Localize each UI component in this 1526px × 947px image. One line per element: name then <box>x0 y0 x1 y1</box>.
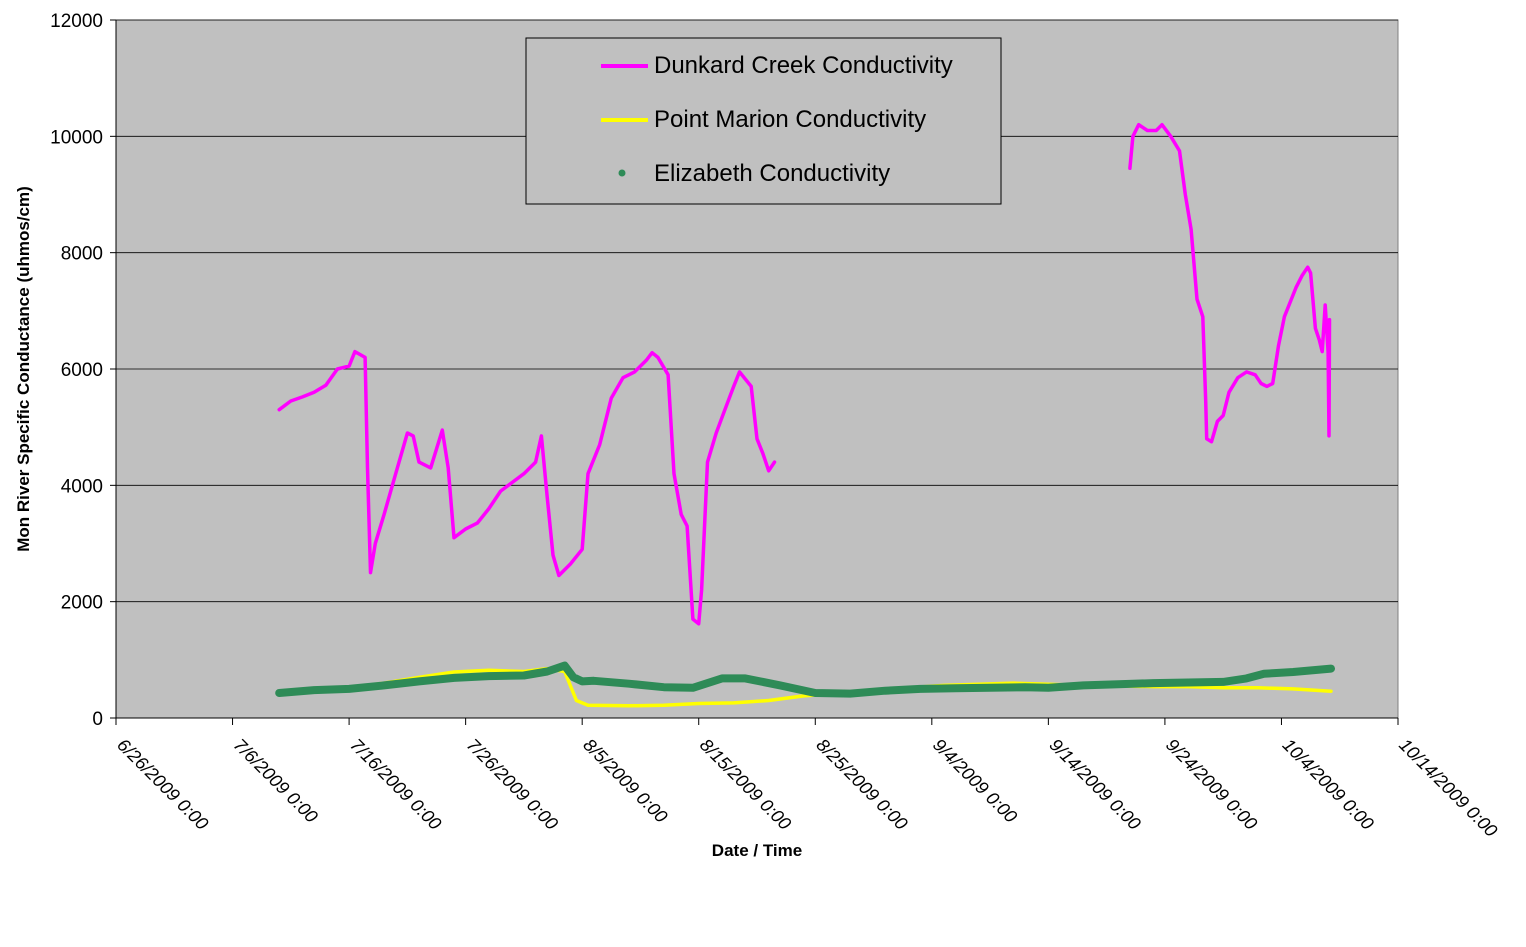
x-axis-title: Date / Time <box>712 841 802 860</box>
elizabeth-conductivity-line <box>275 661 1335 698</box>
dunkard-creek-conductivity-line <box>277 349 777 626</box>
dunkard-creek-conductivity-line <box>1128 122 1332 444</box>
y-tick-label: 10000 <box>50 127 103 148</box>
x-tick-label: 7/16/2009 0:00 <box>346 735 445 834</box>
x-tick-label: 8/15/2009 0:00 <box>696 735 795 834</box>
y-tick-label: 4000 <box>61 476 103 497</box>
y-tick-label: 12000 <box>50 11 103 32</box>
elizabeth-conductivity-legend-marker <box>618 169 626 177</box>
x-tick-label: 9/14/2009 0:00 <box>1046 735 1145 834</box>
legend-label: Dunkard Creek Conductivity <box>654 52 953 79</box>
x-tick-label: 10/4/2009 0:00 <box>1279 735 1378 834</box>
x-tick-label: 8/25/2009 0:00 <box>812 735 911 834</box>
legend-label: Elizabeth Conductivity <box>654 160 890 187</box>
x-tick-label: 7/6/2009 0:00 <box>230 735 322 827</box>
x-tick-label: 6/26/2009 0:00 <box>113 735 212 834</box>
x-tick-label: 9/24/2009 0:00 <box>1162 735 1261 834</box>
x-tick-label: 10/14/2009 0:00 <box>1395 735 1501 841</box>
y-tick-label: 6000 <box>61 360 103 381</box>
y-tick-label: 8000 <box>61 244 103 265</box>
y-axis-title: Mon River Specific Conductance (uhmos/cm… <box>14 186 33 552</box>
x-tick-label: 7/26/2009 0:00 <box>463 735 562 834</box>
x-tick-label: 9/4/2009 0:00 <box>929 735 1021 827</box>
x-tick-label: 8/5/2009 0:00 <box>579 735 671 827</box>
legend-label: Point Marion Conductivity <box>654 106 926 133</box>
y-tick-label: 0 <box>92 709 103 730</box>
y-tick-label: 2000 <box>61 593 103 614</box>
